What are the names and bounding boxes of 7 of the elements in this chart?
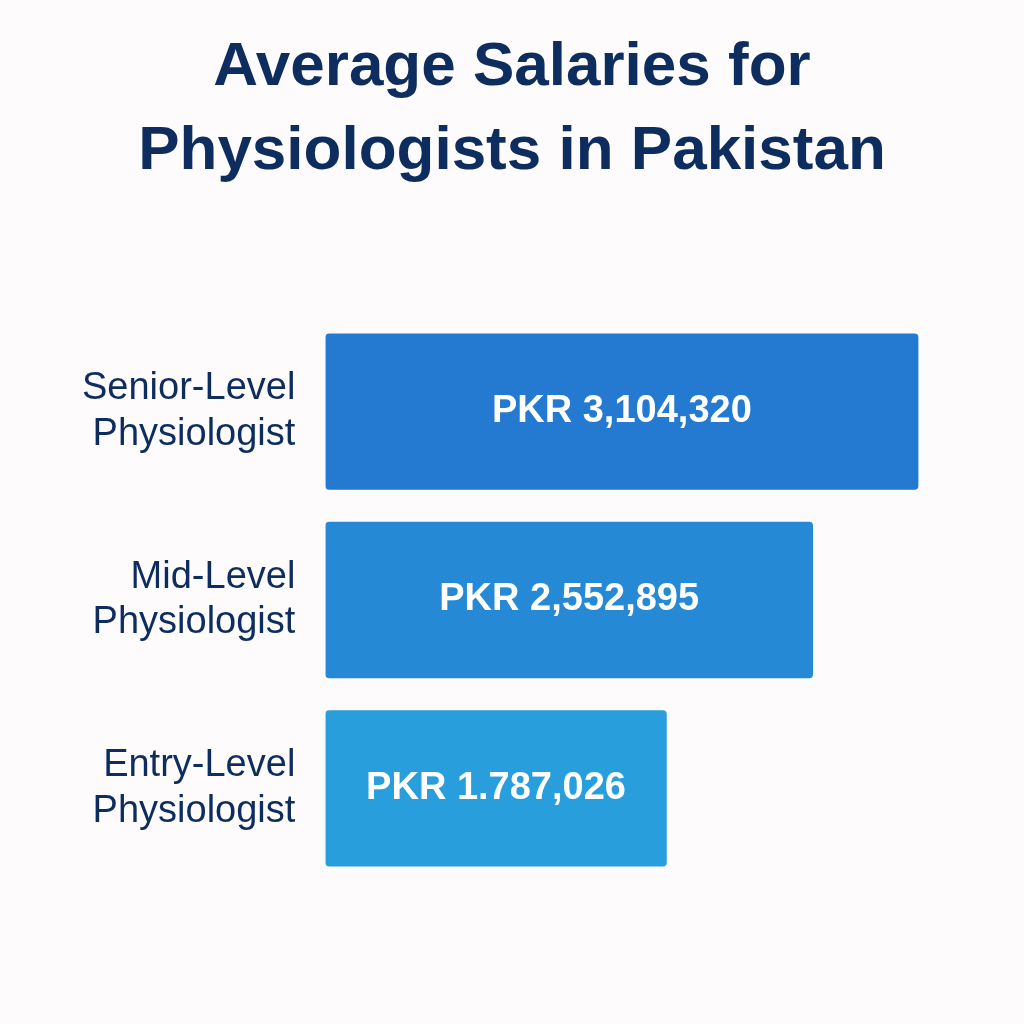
chart-title: Average Salaries for Physiologists in Pakistan: [137, 28, 887, 184]
data-label: PKR 2,552,895: [439, 576, 700, 619]
data-label: PKR 1.787,026: [366, 764, 626, 807]
data-label: PKR 3,104,320: [491, 388, 752, 431]
y-tick-label: Senior-Level Physiologist: [82, 365, 296, 454]
y-tick-label: Entry-Level Physiologist: [92, 741, 296, 830]
y-tick-label: Mid-Level Physiologist: [92, 553, 296, 642]
